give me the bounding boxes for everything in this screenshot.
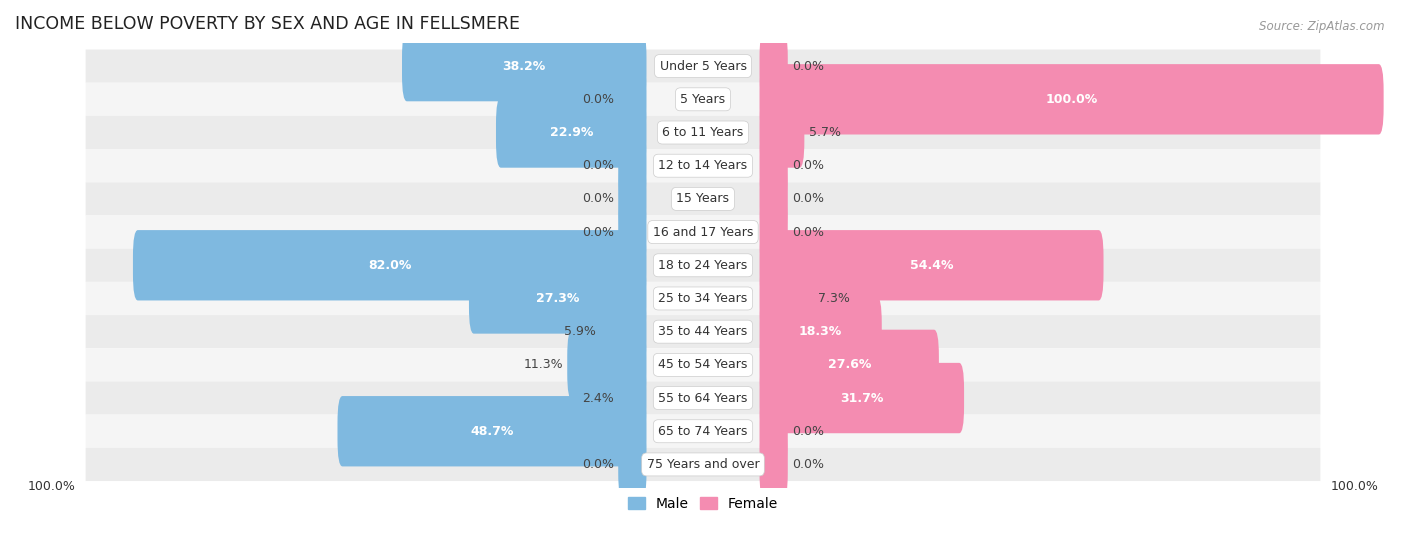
Text: 18.3%: 18.3% bbox=[799, 325, 842, 338]
Text: 15 Years: 15 Years bbox=[676, 193, 730, 205]
Text: 18 to 24 Years: 18 to 24 Years bbox=[658, 259, 748, 272]
FancyBboxPatch shape bbox=[402, 31, 647, 102]
Text: 48.7%: 48.7% bbox=[470, 425, 513, 437]
FancyBboxPatch shape bbox=[759, 131, 787, 201]
FancyBboxPatch shape bbox=[619, 197, 647, 267]
FancyBboxPatch shape bbox=[759, 97, 804, 168]
Text: 22.9%: 22.9% bbox=[550, 126, 593, 139]
Text: 55 to 64 Years: 55 to 64 Years bbox=[658, 392, 748, 405]
Text: 0.0%: 0.0% bbox=[792, 159, 824, 172]
Text: 27.6%: 27.6% bbox=[828, 358, 870, 372]
Legend: Male, Female: Male, Female bbox=[623, 491, 783, 516]
FancyBboxPatch shape bbox=[759, 330, 939, 400]
Text: 100.0%: 100.0% bbox=[1046, 93, 1098, 106]
FancyBboxPatch shape bbox=[759, 263, 814, 334]
Text: 12 to 14 Years: 12 to 14 Years bbox=[658, 159, 748, 172]
Text: 0.0%: 0.0% bbox=[792, 458, 824, 471]
FancyBboxPatch shape bbox=[86, 315, 1320, 348]
Text: 0.0%: 0.0% bbox=[792, 193, 824, 205]
Text: 16 and 17 Years: 16 and 17 Years bbox=[652, 225, 754, 239]
FancyBboxPatch shape bbox=[496, 97, 647, 168]
Text: 54.4%: 54.4% bbox=[910, 259, 953, 272]
FancyBboxPatch shape bbox=[86, 448, 1320, 481]
Text: 0.0%: 0.0% bbox=[792, 425, 824, 437]
Text: 6 to 11 Years: 6 to 11 Years bbox=[662, 126, 744, 139]
FancyBboxPatch shape bbox=[86, 50, 1320, 83]
FancyBboxPatch shape bbox=[759, 363, 965, 433]
FancyBboxPatch shape bbox=[86, 348, 1320, 382]
FancyBboxPatch shape bbox=[759, 64, 1384, 134]
FancyBboxPatch shape bbox=[759, 31, 787, 102]
FancyBboxPatch shape bbox=[337, 396, 647, 466]
Text: 100.0%: 100.0% bbox=[27, 479, 75, 493]
Text: 75 Years and over: 75 Years and over bbox=[647, 458, 759, 471]
Text: 82.0%: 82.0% bbox=[368, 259, 412, 272]
Text: 7.3%: 7.3% bbox=[818, 292, 851, 305]
Text: Source: ZipAtlas.com: Source: ZipAtlas.com bbox=[1260, 20, 1385, 32]
FancyBboxPatch shape bbox=[759, 396, 787, 466]
FancyBboxPatch shape bbox=[86, 249, 1320, 282]
FancyBboxPatch shape bbox=[619, 131, 647, 201]
Text: 0.0%: 0.0% bbox=[582, 159, 614, 172]
Text: 2.4%: 2.4% bbox=[582, 392, 614, 405]
Text: 45 to 54 Years: 45 to 54 Years bbox=[658, 358, 748, 372]
FancyBboxPatch shape bbox=[86, 182, 1320, 215]
FancyBboxPatch shape bbox=[619, 429, 647, 499]
FancyBboxPatch shape bbox=[86, 83, 1320, 116]
FancyBboxPatch shape bbox=[619, 363, 647, 433]
Text: 100.0%: 100.0% bbox=[1331, 479, 1379, 493]
Text: 11.3%: 11.3% bbox=[523, 358, 562, 372]
Text: 0.0%: 0.0% bbox=[792, 225, 824, 239]
Text: 27.3%: 27.3% bbox=[536, 292, 579, 305]
FancyBboxPatch shape bbox=[619, 64, 647, 134]
Text: INCOME BELOW POVERTY BY SEX AND AGE IN FELLSMERE: INCOME BELOW POVERTY BY SEX AND AGE IN F… bbox=[15, 15, 520, 33]
Text: 5 Years: 5 Years bbox=[681, 93, 725, 106]
FancyBboxPatch shape bbox=[86, 282, 1320, 315]
Text: 5.9%: 5.9% bbox=[564, 325, 596, 338]
FancyBboxPatch shape bbox=[759, 230, 1104, 300]
FancyBboxPatch shape bbox=[86, 149, 1320, 182]
FancyBboxPatch shape bbox=[759, 163, 787, 234]
Text: 5.7%: 5.7% bbox=[808, 126, 841, 139]
Text: 0.0%: 0.0% bbox=[582, 93, 614, 106]
Text: 0.0%: 0.0% bbox=[582, 193, 614, 205]
FancyBboxPatch shape bbox=[86, 116, 1320, 149]
FancyBboxPatch shape bbox=[86, 215, 1320, 249]
FancyBboxPatch shape bbox=[86, 415, 1320, 448]
FancyBboxPatch shape bbox=[759, 197, 787, 267]
FancyBboxPatch shape bbox=[759, 296, 882, 367]
FancyBboxPatch shape bbox=[86, 382, 1320, 415]
Text: 0.0%: 0.0% bbox=[582, 225, 614, 239]
Text: 0.0%: 0.0% bbox=[582, 458, 614, 471]
FancyBboxPatch shape bbox=[567, 330, 647, 400]
Text: 0.0%: 0.0% bbox=[792, 60, 824, 73]
FancyBboxPatch shape bbox=[619, 163, 647, 234]
Text: Under 5 Years: Under 5 Years bbox=[659, 60, 747, 73]
FancyBboxPatch shape bbox=[600, 296, 647, 367]
Text: 25 to 34 Years: 25 to 34 Years bbox=[658, 292, 748, 305]
FancyBboxPatch shape bbox=[134, 230, 647, 300]
Text: 35 to 44 Years: 35 to 44 Years bbox=[658, 325, 748, 338]
Text: 65 to 74 Years: 65 to 74 Years bbox=[658, 425, 748, 437]
Text: 31.7%: 31.7% bbox=[841, 392, 883, 405]
FancyBboxPatch shape bbox=[759, 429, 787, 499]
Text: 38.2%: 38.2% bbox=[502, 60, 546, 73]
FancyBboxPatch shape bbox=[470, 263, 647, 334]
